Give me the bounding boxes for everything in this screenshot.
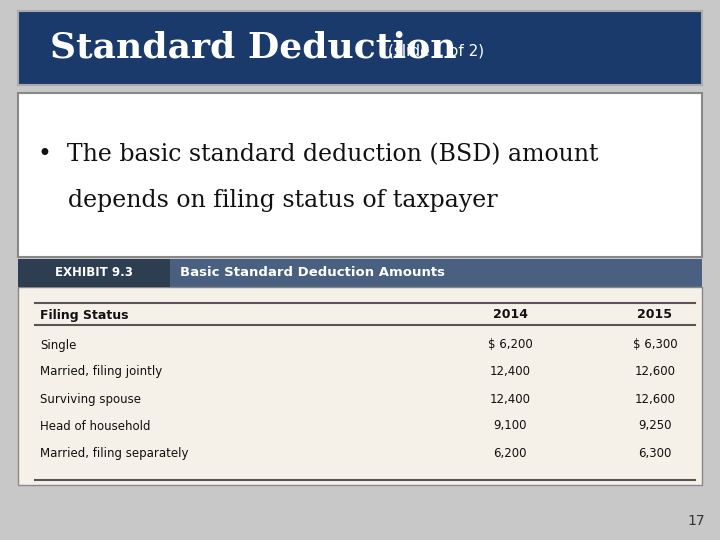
Text: Filing Status: Filing Status: [40, 308, 128, 321]
Text: EXHIBIT 9.3: EXHIBIT 9.3: [55, 267, 133, 280]
Text: Basic Standard Deduction Amounts: Basic Standard Deduction Amounts: [180, 267, 445, 280]
Text: •  The basic standard deduction (BSD) amount: • The basic standard deduction (BSD) amo…: [38, 144, 598, 166]
Text: 2014: 2014: [492, 308, 528, 321]
Text: Single: Single: [40, 339, 76, 352]
FancyBboxPatch shape: [18, 11, 702, 85]
Text: $ 6,200: $ 6,200: [487, 339, 532, 352]
Text: 12,600: 12,600: [634, 366, 675, 379]
FancyBboxPatch shape: [18, 287, 702, 485]
FancyBboxPatch shape: [18, 259, 170, 287]
Text: Married, filing separately: Married, filing separately: [40, 447, 189, 460]
Text: Surviving spouse: Surviving spouse: [40, 393, 141, 406]
Text: 9,250: 9,250: [638, 420, 672, 433]
Text: 2015: 2015: [637, 308, 672, 321]
Text: (slide 1 of 2): (slide 1 of 2): [388, 44, 484, 58]
FancyBboxPatch shape: [18, 259, 702, 287]
Text: 12,600: 12,600: [634, 393, 675, 406]
Text: Standard Deduction: Standard Deduction: [50, 31, 456, 65]
FancyBboxPatch shape: [18, 93, 702, 257]
Text: 6,200: 6,200: [493, 447, 527, 460]
Text: 12,400: 12,400: [490, 393, 531, 406]
Text: Head of household: Head of household: [40, 420, 150, 433]
Text: 6,300: 6,300: [639, 447, 672, 460]
Text: 9,100: 9,100: [493, 420, 527, 433]
Text: 17: 17: [688, 514, 705, 528]
Text: 12,400: 12,400: [490, 366, 531, 379]
Text: depends on filing status of taxpayer: depends on filing status of taxpayer: [38, 188, 498, 212]
Text: Married, filing jointly: Married, filing jointly: [40, 366, 162, 379]
Text: $ 6,300: $ 6,300: [633, 339, 678, 352]
